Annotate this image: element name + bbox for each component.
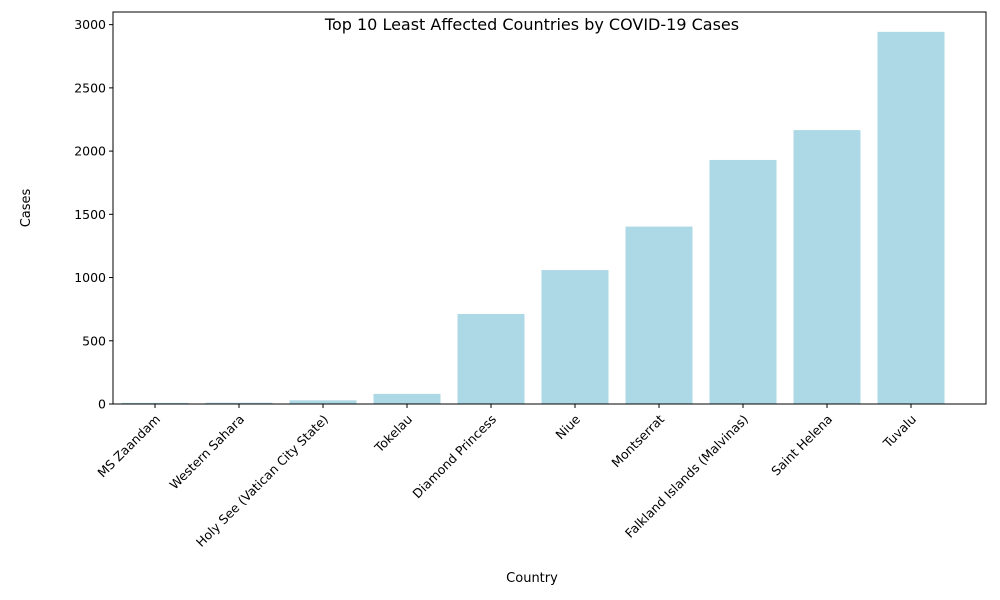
x-tick-label: MS Zaandam (94, 412, 163, 481)
bar (877, 31, 945, 404)
bar (793, 130, 861, 404)
bar (121, 402, 189, 404)
bar (289, 400, 357, 404)
y-tick-label: 1500 (74, 207, 106, 222)
y-axis-ticks: 0 500 1000 1500 2000 2500 3000 (74, 17, 113, 412)
x-tick-label: Saint Helena (768, 412, 835, 479)
y-tick-label: 1000 (74, 270, 106, 285)
x-tick-label: Holy See (Vatican City State) (193, 412, 331, 550)
x-tick-label: Tuvalu (879, 412, 919, 452)
x-tick-label: Montserrat (608, 411, 667, 470)
y-tick-label: 500 (82, 333, 106, 348)
y-tick-label: 2500 (74, 80, 106, 95)
x-tick-label: Diamond Princess (409, 412, 499, 502)
y-tick-label: 3000 (74, 17, 106, 32)
x-tick-label: Western Sahara (166, 412, 247, 493)
plot-frame (112, 11, 987, 405)
x-tick-label: Tokelau (371, 412, 415, 456)
bar (373, 393, 441, 404)
x-axis-label: Country (506, 571, 558, 586)
x-tick-label: Niue (552, 411, 583, 442)
bars-group (121, 31, 945, 404)
bar (709, 159, 777, 404)
chart-title: Top 10 Least Affected Countries by COVID… (324, 15, 739, 34)
bar (541, 270, 609, 404)
bar (205, 402, 273, 404)
y-axis-label: Cases (19, 188, 34, 227)
y-tick-label: 2000 (74, 144, 106, 159)
bar (457, 313, 525, 404)
bar (625, 226, 693, 404)
y-tick-label: 0 (98, 397, 106, 412)
